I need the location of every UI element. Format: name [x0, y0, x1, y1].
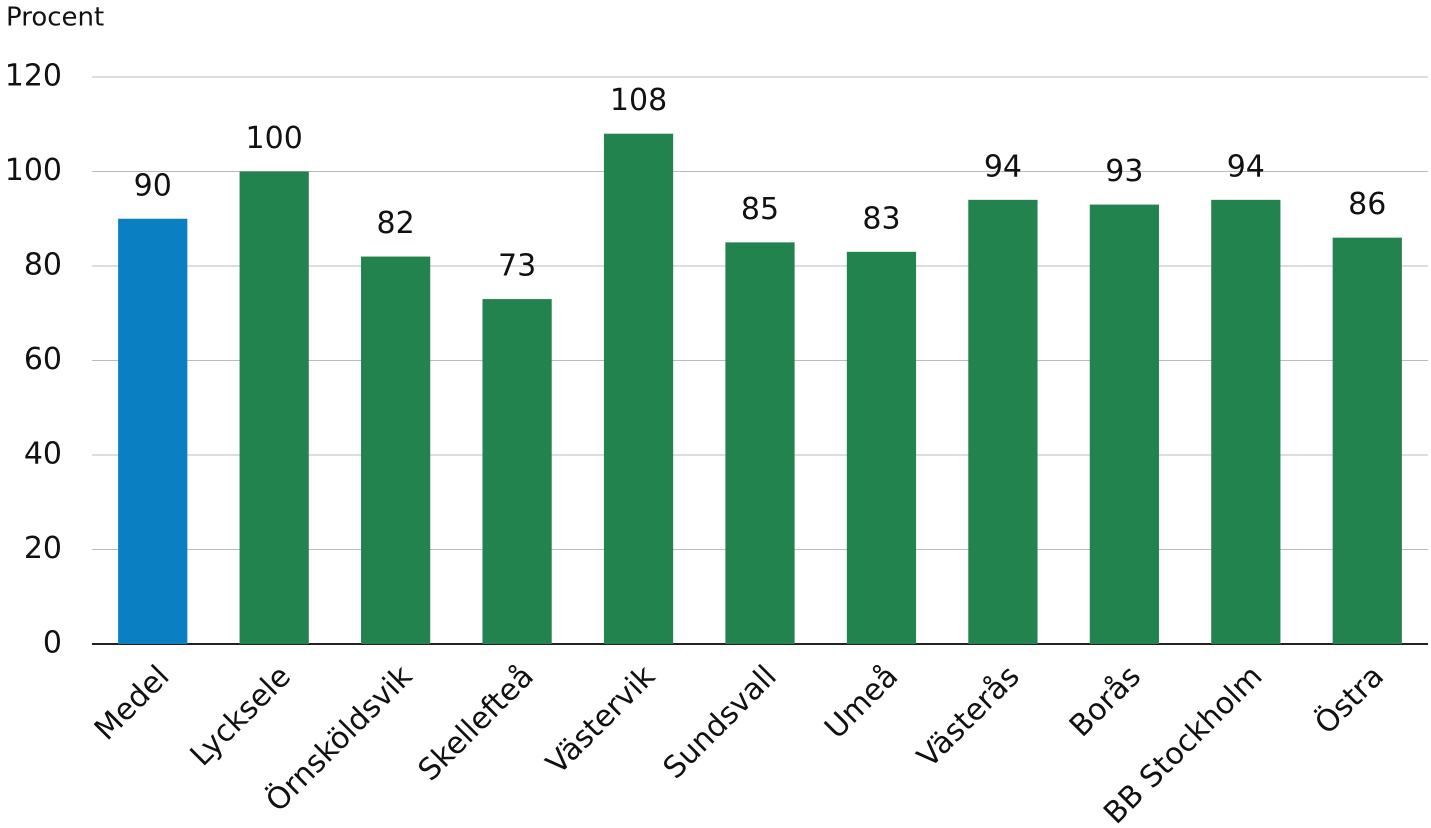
x-tick-label: Umeå: [818, 659, 905, 746]
data-label: 73: [498, 249, 536, 284]
y-axis-label: Procent: [6, 3, 104, 33]
data-label: 90: [134, 168, 172, 203]
x-tick-label: Västervik: [540, 658, 663, 781]
x-tick-label: Skellefteå: [412, 659, 541, 788]
bar: [846, 251, 917, 644]
data-label: 85: [741, 192, 779, 227]
bar: [482, 299, 552, 644]
bar: [1089, 204, 1159, 644]
data-label: 83: [862, 201, 900, 236]
bar: [1332, 237, 1402, 644]
bar: [1211, 199, 1281, 644]
x-tick-label: Västerås: [911, 659, 1027, 775]
data-label: 82: [377, 206, 415, 241]
bar: [239, 171, 309, 644]
x-tick-label: Medel: [88, 659, 177, 748]
data-label: 100: [246, 121, 303, 156]
data-label: 93: [1105, 154, 1143, 189]
x-tick-label: Östra: [1308, 658, 1391, 741]
y-tick-label: 20: [24, 531, 62, 566]
y-tick-label: 100: [5, 153, 62, 188]
y-tick-label: 120: [5, 59, 62, 94]
y-tick-label: 40: [24, 437, 62, 472]
bar: [118, 218, 188, 644]
x-tick-label: Sundsvall: [657, 659, 784, 786]
data-label: 94: [1227, 149, 1265, 184]
x-tick-label: Lycksele: [184, 659, 298, 773]
data-label: 86: [1348, 187, 1386, 222]
x-tick-label: Borås: [1063, 659, 1148, 744]
bar: [361, 256, 431, 644]
bar: [725, 242, 795, 644]
y-tick-label: 60: [24, 342, 62, 377]
y-tick-label: 0: [43, 626, 62, 661]
bar: [968, 199, 1038, 644]
data-label: 108: [610, 83, 667, 118]
data-label: 94: [984, 149, 1022, 184]
y-tick-label: 80: [24, 248, 62, 283]
bar: [603, 133, 674, 644]
